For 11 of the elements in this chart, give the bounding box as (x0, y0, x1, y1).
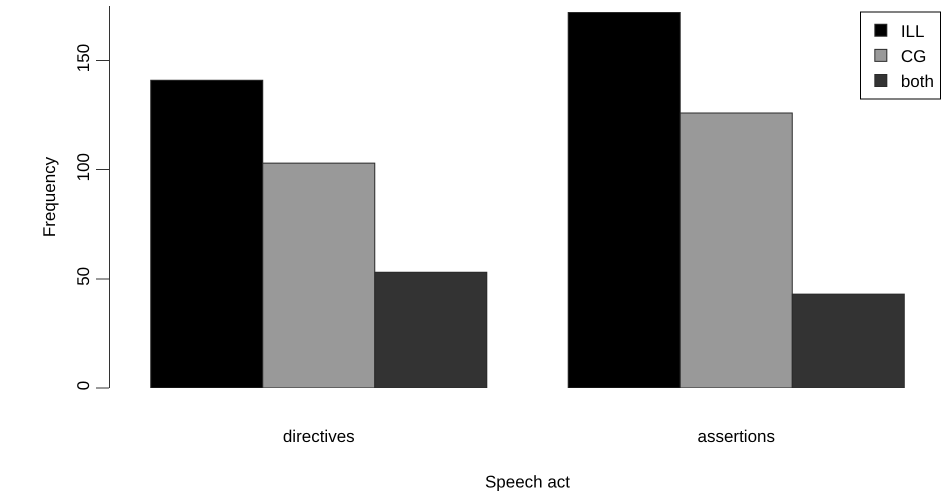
y-tick-label: 50 (74, 266, 94, 286)
legend-label: both (900, 72, 934, 92)
legend-label: CG (900, 47, 926, 66)
y-tick-label: 0 (74, 380, 94, 390)
x-tick-label: directives (282, 427, 355, 446)
legend-label: ILL (900, 22, 924, 41)
x-axis-title: Speech act (484, 472, 570, 492)
y-axis-title: Frequency (40, 156, 59, 238)
x-tick-label: assertions (698, 427, 775, 446)
y-tick-label: 100 (74, 152, 94, 182)
y-tick-label: 150 (74, 44, 94, 72)
